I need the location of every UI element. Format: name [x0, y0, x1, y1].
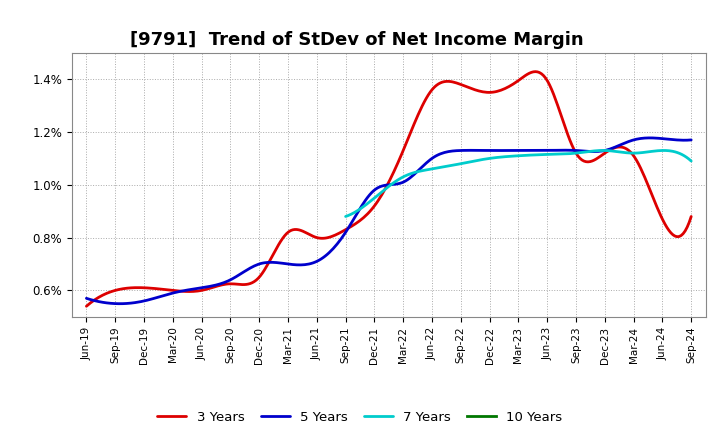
5 Years [687, 137, 696, 143]
7 Years [553, 151, 562, 157]
Line: 3 Years: 3 Years [86, 72, 691, 306]
3 Years [687, 214, 696, 219]
Line: 7 Years: 7 Years [346, 150, 691, 216]
3 Years [442, 79, 451, 84]
7 Years [656, 148, 665, 153]
7 Years [546, 152, 554, 157]
7 Years [687, 158, 696, 164]
5 Years [442, 149, 451, 154]
3 Years [84, 302, 93, 307]
3 Years [594, 155, 603, 161]
3 Years [440, 79, 449, 84]
3 Years [452, 81, 461, 86]
3 Years [82, 304, 91, 309]
5 Years [594, 149, 603, 154]
7 Years [341, 214, 350, 219]
Legend: 3 Years, 5 Years, 7 Years, 10 Years: 3 Years, 5 Years, 7 Years, 10 Years [152, 405, 568, 429]
5 Years [82, 296, 91, 301]
7 Years [343, 213, 351, 219]
3 Years [531, 69, 540, 74]
5 Years [84, 296, 93, 301]
5 Years [444, 149, 453, 154]
5 Years [632, 136, 641, 142]
Text: [9791]  Trend of StDev of Net Income Margin: [9791] Trend of StDev of Net Income Marg… [130, 31, 583, 49]
7 Years [634, 150, 642, 156]
3 Years [632, 158, 641, 163]
7 Years [599, 148, 608, 153]
5 Years [114, 301, 123, 306]
5 Years [454, 148, 463, 153]
Line: 5 Years: 5 Years [86, 138, 691, 304]
5 Years [647, 135, 655, 140]
7 Years [547, 152, 556, 157]
